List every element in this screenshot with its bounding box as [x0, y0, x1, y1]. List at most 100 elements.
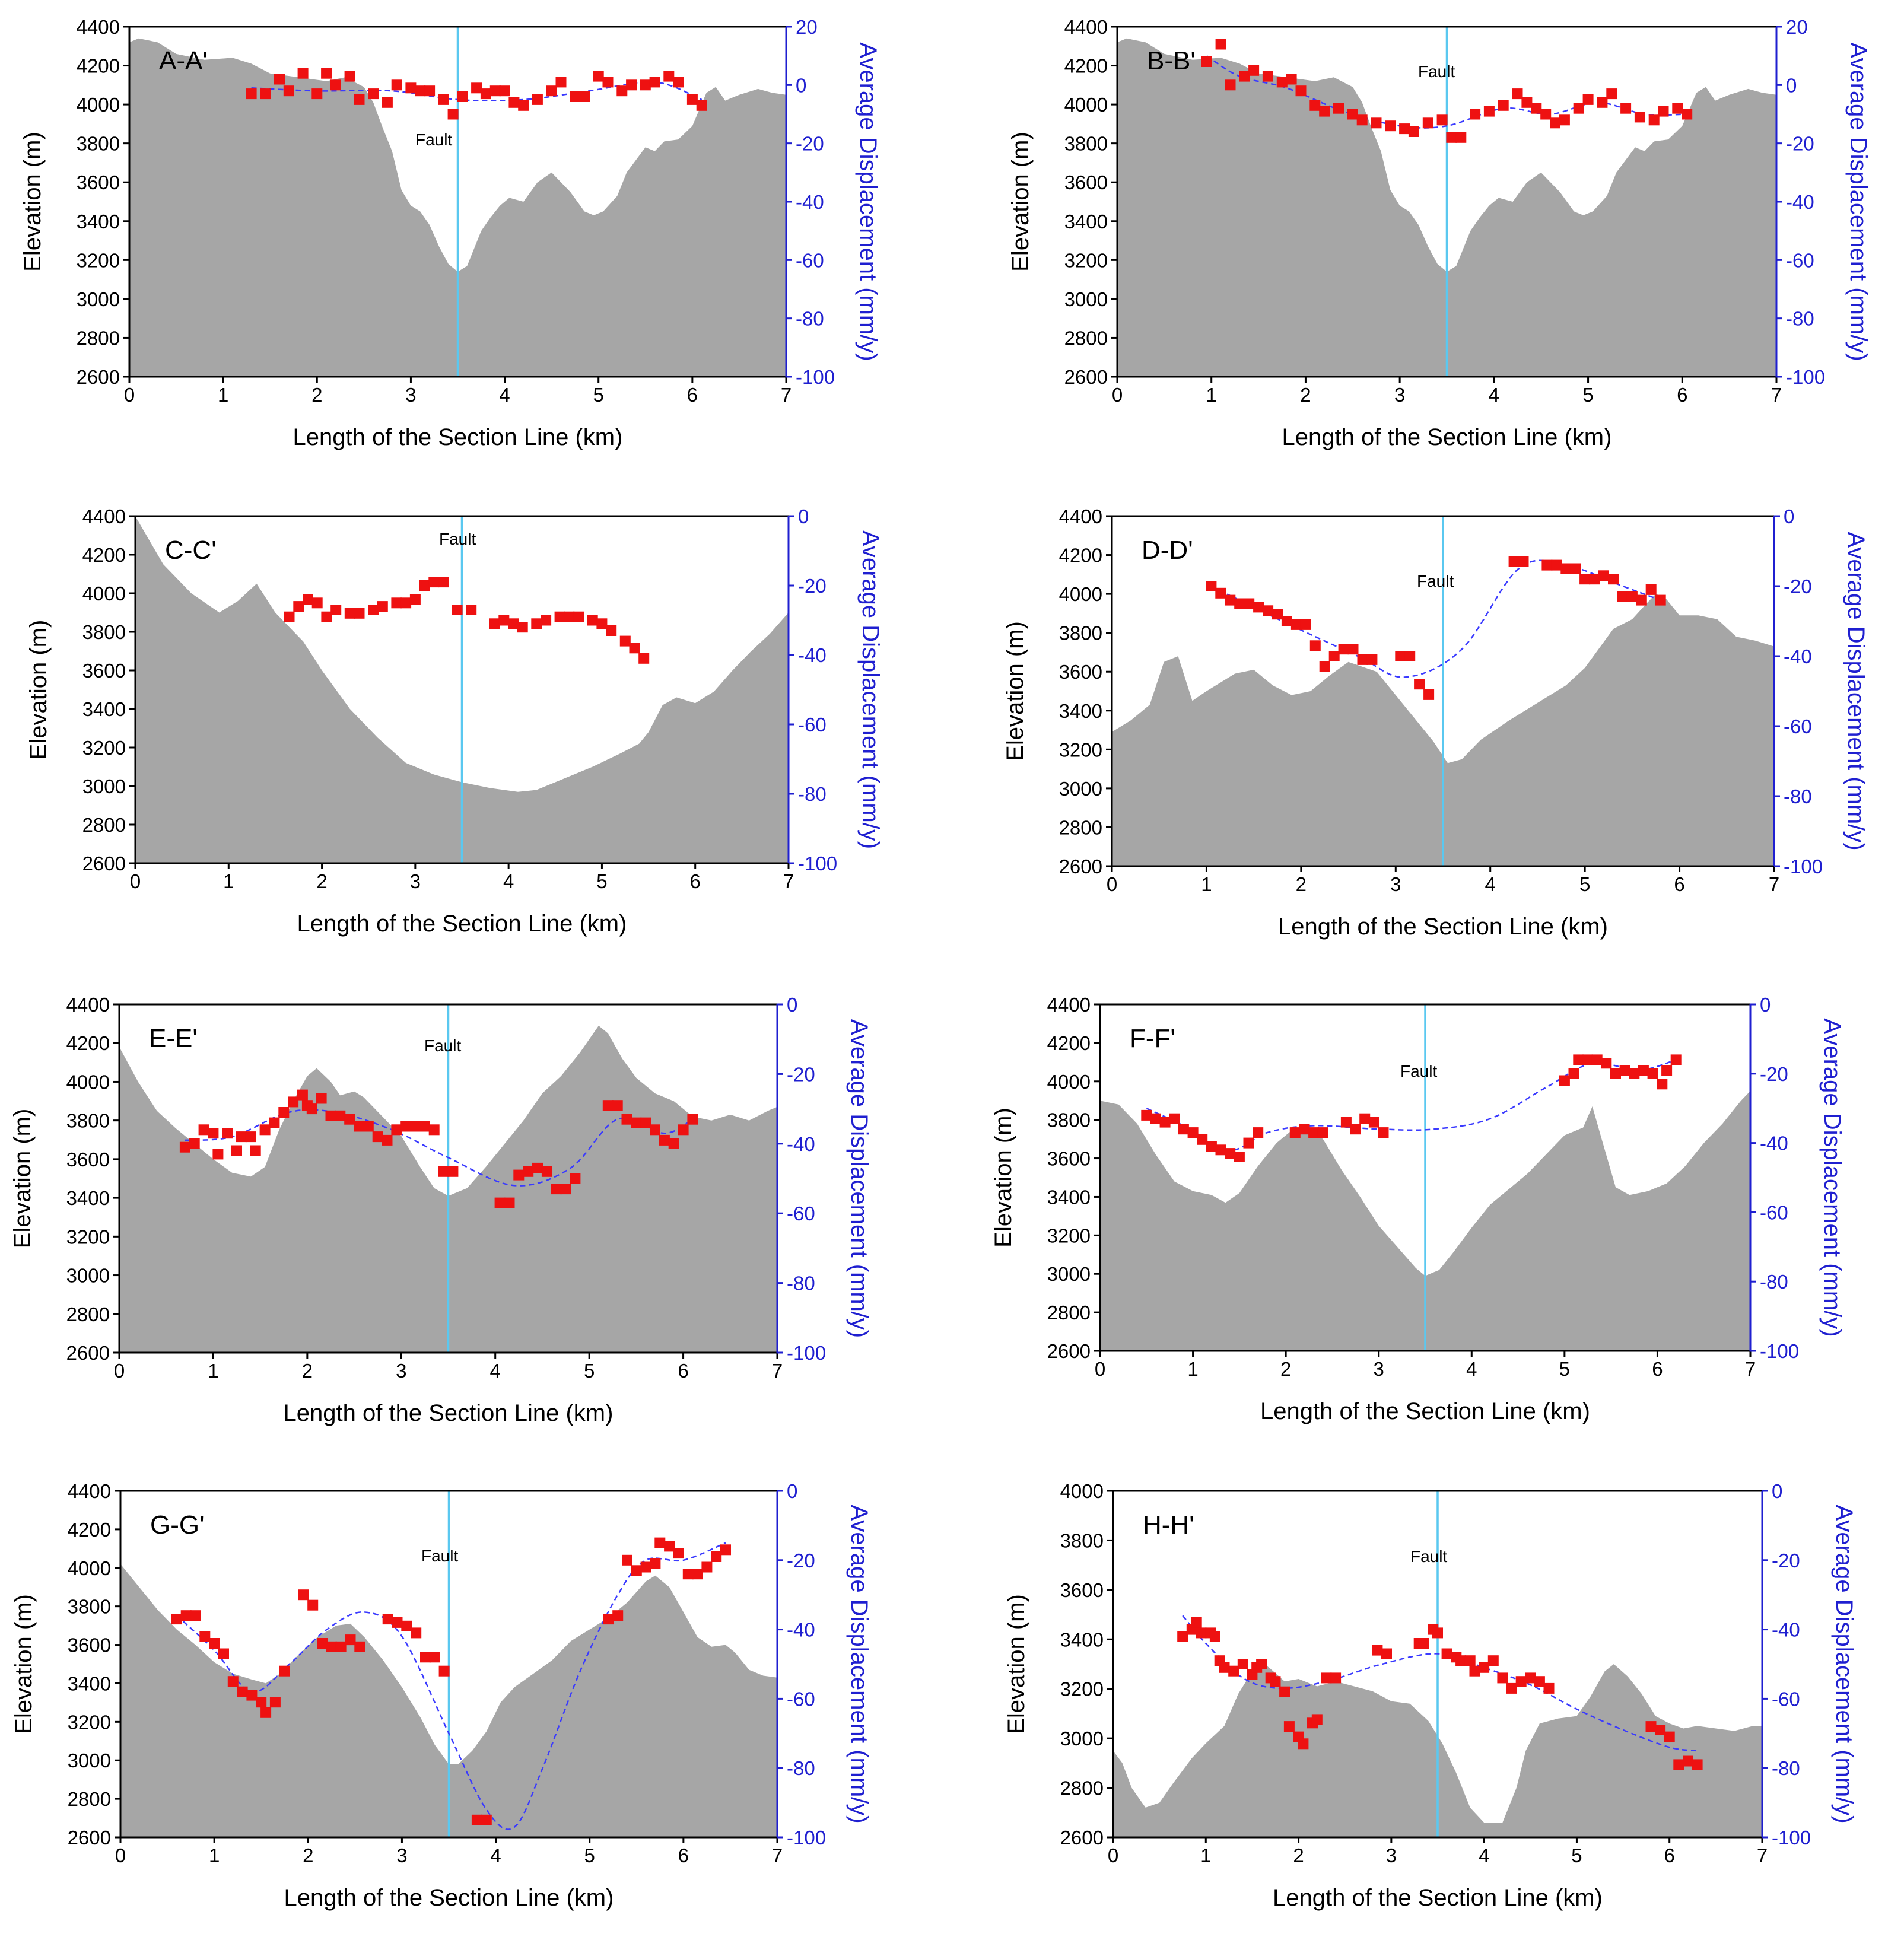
left-axis-title: Elevation (m)	[9, 1109, 36, 1249]
left-tick-label: 3600	[77, 171, 120, 193]
x-tick-label: 4	[1485, 873, 1496, 895]
displacement-point	[668, 1138, 679, 1149]
x-tick-label: 1	[218, 384, 228, 406]
left-tick-label: 3800	[66, 1110, 110, 1132]
x-tick-label: 5	[584, 1844, 595, 1866]
displacement-point	[551, 1184, 562, 1195]
x-tick-label: 7	[772, 1360, 783, 1382]
x-tick-label: 6	[1677, 384, 1687, 406]
displacement-point	[1340, 1117, 1352, 1128]
panel-title: D-D'	[1142, 536, 1193, 565]
displacement-point	[518, 100, 529, 111]
displacement-point	[1455, 1655, 1467, 1666]
displacement-point	[481, 1814, 492, 1825]
left-tick-label: 3400	[1064, 211, 1108, 233]
left-tick-label: 3800	[77, 133, 120, 155]
displacement-point	[1540, 109, 1552, 120]
displacement-point	[1423, 689, 1435, 700]
right-tick-label: -100	[1784, 855, 1823, 877]
displacement-point	[499, 85, 510, 97]
displacement-point	[1521, 97, 1533, 108]
displacement-point	[321, 68, 332, 79]
displacement-point	[573, 611, 584, 622]
x-tick-label: 7	[772, 1844, 783, 1866]
displacement-point	[429, 1652, 440, 1663]
displacement-point	[179, 1141, 190, 1153]
left-tick-label: 2600	[1060, 1827, 1104, 1849]
displacement-point	[311, 88, 323, 100]
displacement-point	[546, 85, 557, 97]
displacement-point	[1470, 109, 1481, 120]
x-tick-label: 5	[1579, 873, 1590, 895]
displacement-point	[1359, 1113, 1371, 1124]
fault-label: Fault	[1410, 1547, 1447, 1566]
x-tick-label: 0	[114, 1360, 125, 1382]
displacement-point	[400, 1121, 412, 1132]
left-tick-label: 4000	[1064, 94, 1108, 116]
right-tick-label: -40	[796, 191, 824, 213]
displacement-point	[428, 1124, 440, 1136]
displacement-point	[245, 1131, 256, 1143]
displacement-point	[1243, 1137, 1254, 1149]
displacement-point	[1177, 1631, 1188, 1642]
x-tick-label: 6	[678, 1844, 689, 1866]
left-tick-label: 2800	[1059, 816, 1102, 838]
displacement-point	[1610, 1068, 1621, 1079]
displacement-point	[428, 577, 440, 588]
displacement-point	[1347, 644, 1359, 655]
left-tick-label: 4400	[1064, 16, 1108, 38]
x-tick-label: 6	[1652, 1358, 1663, 1380]
displacement-point	[1330, 1672, 1342, 1684]
displacement-point	[1283, 1721, 1295, 1732]
displacement-point	[564, 611, 575, 622]
displacement-point	[368, 605, 379, 615]
x-tick-label: 2	[302, 1360, 313, 1382]
right-axis-title: Average Displacement (mm/y)	[1831, 1505, 1857, 1823]
left-tick-label: 3200	[82, 737, 126, 759]
right-axis-title: Average Displacement (mm/y)	[1819, 1018, 1845, 1337]
left-tick-label: 4000	[1059, 583, 1102, 605]
displacement-point	[1543, 1682, 1555, 1694]
displacement-point	[1201, 56, 1212, 67]
right-tick-label: -80	[1772, 1757, 1800, 1779]
displacement-point	[1559, 1075, 1570, 1086]
displacement-point	[288, 1096, 299, 1108]
left-tick-label: 4200	[1059, 545, 1102, 567]
displacement-point	[1582, 1054, 1593, 1065]
displacement-point	[1321, 1672, 1332, 1684]
right-tick-label: -20	[787, 1063, 815, 1085]
left-tick-label: 2800	[66, 1303, 110, 1325]
displacement-point	[447, 109, 459, 120]
displacement-point	[673, 1548, 684, 1559]
panel-8: Fault 0 1 2 3 4 5 6 7 2600 2800 3000 3200 3400 3600 380…	[1003, 1480, 1857, 1911]
left-tick-label: 3600	[1047, 1148, 1091, 1170]
displacement-point	[1286, 74, 1297, 85]
x-tick-label: 7	[781, 384, 792, 406]
displacement-point	[1206, 581, 1217, 591]
displacement-point	[1617, 591, 1628, 602]
x-tick-label: 1	[223, 870, 234, 892]
displacement-fit-curve	[185, 1109, 694, 1187]
right-tick-label: -80	[787, 1273, 815, 1294]
displacement-point	[1159, 1117, 1171, 1128]
displacement-point	[303, 594, 313, 605]
displacement-point	[541, 615, 552, 626]
left-tick-label: 3200	[1060, 1678, 1104, 1700]
left-tick-label: 3400	[82, 698, 126, 720]
displacement-point	[616, 85, 628, 97]
x-tick-label: 0	[1108, 1844, 1118, 1866]
x-tick-label: 2	[1280, 1358, 1291, 1380]
displacement-point	[554, 611, 565, 622]
displacement-point	[622, 1554, 632, 1566]
right-tick-label: -80	[798, 783, 827, 805]
displacement-point	[517, 622, 528, 633]
displacement-point	[1661, 1065, 1673, 1076]
right-axis-title: Average Displacement (mm/y)	[855, 42, 881, 361]
right-tick-label: -40	[1784, 645, 1812, 667]
right-tick-label: 0	[1772, 1480, 1782, 1502]
displacement-point	[606, 625, 617, 636]
left-tick-label: 4000	[66, 1071, 110, 1093]
panel-title: C-C'	[165, 536, 217, 565]
displacement-fit-curve	[1206, 55, 1687, 129]
left-tick-label: 3000	[82, 775, 126, 797]
